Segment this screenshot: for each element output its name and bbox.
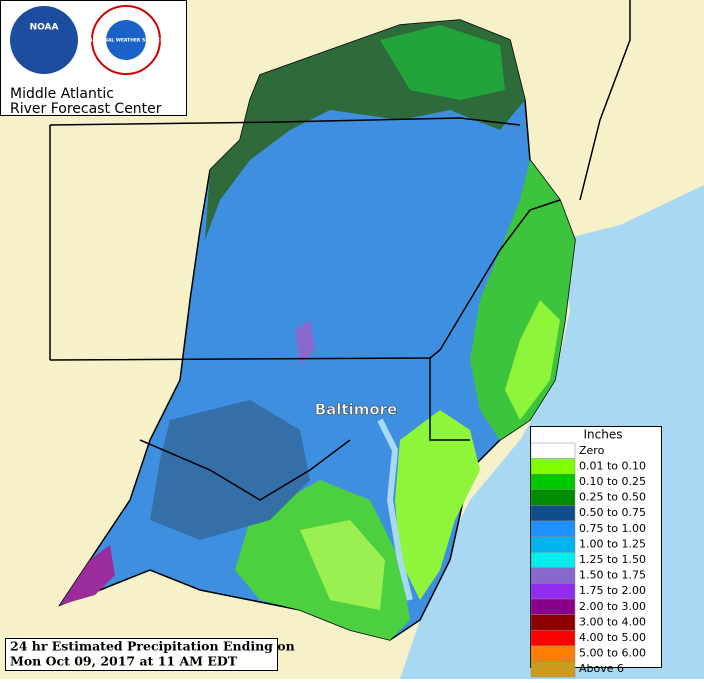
legend: Inches Zero 0.01 to 0.10 0.10 to 0.25 0.25 … bbox=[530, 426, 662, 678]
city-label: Baltimore bbox=[315, 401, 398, 419]
legend-label: 3.00 to 4.00 bbox=[579, 615, 646, 628]
legend-swatch bbox=[530, 536, 576, 553]
chesapeake-bay bbox=[377, 418, 413, 601]
nj-pa-boundary bbox=[439, 199, 561, 351]
purple-spot bbox=[295, 320, 315, 365]
dark-blue-patch bbox=[150, 400, 310, 540]
legend-label: 0.10 to 0.25 bbox=[579, 475, 646, 488]
legend-swatch bbox=[530, 583, 576, 600]
nj-light-green bbox=[505, 300, 560, 420]
va-boundary bbox=[139, 439, 351, 501]
legend-label: 1.00 to 1.25 bbox=[579, 537, 646, 550]
legend-swatch bbox=[530, 567, 576, 584]
header: NOAA NATIONAL WEATHER SERVICE Middle Atl… bbox=[0, 0, 187, 117]
caption: 24 hr Estimated Precipitation Ending on … bbox=[5, 638, 295, 671]
legend-title: Inches bbox=[584, 428, 623, 442]
legend-swatch bbox=[530, 614, 576, 631]
ny-pa-boundary bbox=[49, 117, 521, 126]
legend-swatch bbox=[530, 551, 576, 569]
legend-label: 1.25 to 1.50 bbox=[579, 553, 646, 566]
noaa-logo bbox=[10, 6, 78, 74]
noaa-logo-text: NOAA bbox=[30, 23, 59, 33]
nws-logo-text: NATIONAL WEATHER SERVICE bbox=[89, 38, 164, 44]
caption-box bbox=[5, 638, 278, 671]
nws-logo-center bbox=[106, 20, 146, 60]
legend-label: Zero bbox=[579, 444, 605, 457]
legend-label: 1.75 to 2.00 bbox=[579, 584, 646, 597]
legend-swatch bbox=[530, 458, 576, 475]
legend-swatch bbox=[530, 520, 576, 537]
purple-patch bbox=[60, 545, 115, 605]
legend-label: 0.75 to 1.00 bbox=[579, 522, 646, 535]
legend-label: 2.00 to 3.00 bbox=[579, 600, 646, 613]
header-title: Middle Atlantic bbox=[10, 86, 114, 102]
legend-label: 1.50 to 1.75 bbox=[579, 569, 646, 582]
virginia-light-green bbox=[300, 520, 385, 610]
legend-swatch bbox=[530, 505, 576, 522]
state-boundaries bbox=[49, 0, 631, 501]
legend-label: 4.00 to 5.00 bbox=[579, 631, 646, 644]
legend-swatch bbox=[530, 442, 576, 459]
legend-swatch bbox=[530, 661, 576, 678]
green-patch bbox=[380, 25, 505, 100]
legend-swatch bbox=[530, 645, 576, 662]
legend-swatch bbox=[530, 473, 576, 491]
legend-swatch bbox=[530, 598, 576, 615]
legend-label: 0.50 to 0.75 bbox=[579, 506, 646, 519]
legend-label: 0.25 to 0.50 bbox=[579, 491, 646, 504]
caption-text: Mon Oct 09, 2017 at 11 AM EDT bbox=[10, 654, 238, 669]
legend-label: 0.01 to 0.10 bbox=[579, 459, 646, 472]
delmarva bbox=[395, 410, 480, 600]
de-boundary bbox=[429, 358, 470, 441]
legend-swatch bbox=[530, 489, 576, 506]
header-title: River Forecast Center bbox=[10, 101, 162, 117]
ny-ct-boundary bbox=[579, 0, 631, 201]
legend-label: Above 6 bbox=[579, 662, 624, 675]
caption-text: 24 hr Estimated Precipitation Ending on bbox=[10, 639, 295, 654]
legend-label: 5.00 to 6.00 bbox=[579, 647, 646, 660]
legend-swatch bbox=[530, 629, 576, 647]
